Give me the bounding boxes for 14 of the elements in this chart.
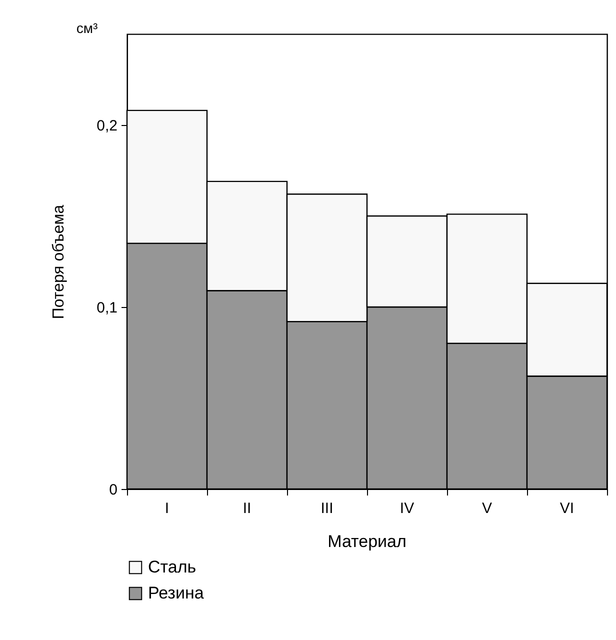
legend-label: Резина: [148, 584, 204, 602]
x-axis-title: Материал: [328, 532, 406, 551]
y-tick-label: 0,1: [96, 300, 118, 316]
x-tick-label: II: [242, 500, 252, 517]
y-tick-label: 0,2: [96, 118, 118, 134]
y-axis-title: Потеря объема: [50, 204, 68, 320]
x-tick-label: V: [482, 500, 492, 517]
y-tick-label: 0: [109, 482, 118, 498]
x-tick-label: III: [320, 500, 334, 517]
text: см³: [76, 20, 98, 36]
x-tick-label: IV: [400, 500, 414, 517]
legend-label: Сталь: [148, 558, 196, 576]
x-tick-label: I: [164, 500, 170, 517]
x-tick-label: VI: [560, 500, 574, 517]
